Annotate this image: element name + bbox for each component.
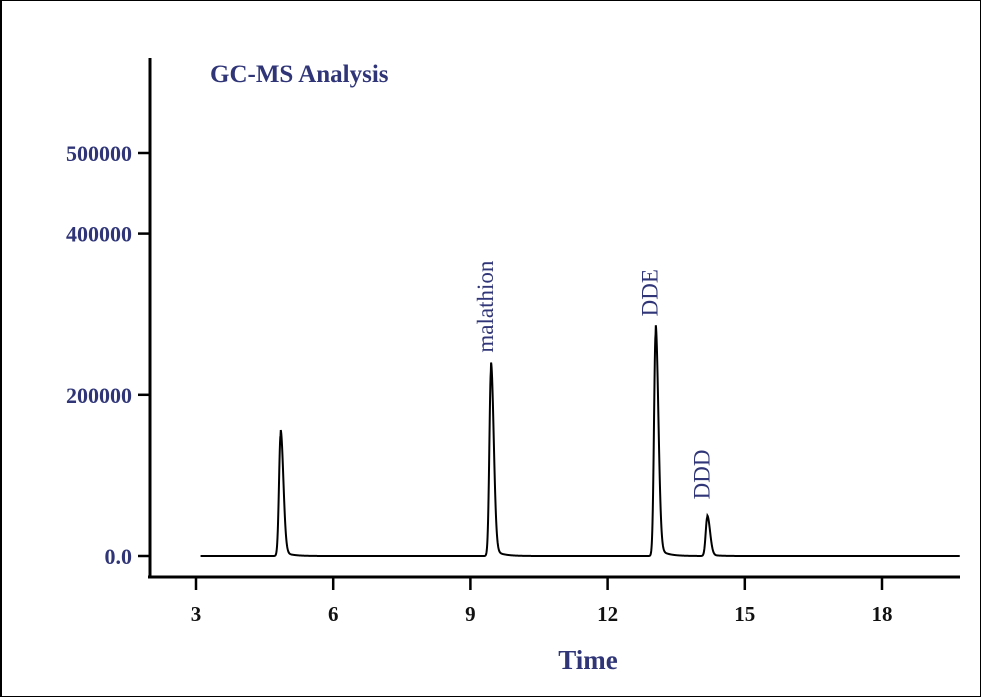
y-tick-label: 500000 (66, 141, 132, 166)
peak-label: DDD (689, 449, 714, 499)
x-tick-label: 15 (734, 602, 755, 626)
x-tick-label: 9 (465, 602, 476, 626)
chart-title: GC-MS Analysis (210, 61, 389, 88)
y-tick-label: 200000 (66, 383, 132, 408)
y-tick-label: 400000 (66, 222, 132, 247)
peak-labels: malathion DDE DDD (473, 260, 714, 499)
chromatogram-trace (200, 325, 960, 557)
x-tick-label: 12 (597, 602, 618, 626)
y-tick-label: 0.0 (105, 544, 133, 569)
x-tick-label: 3 (191, 602, 202, 626)
x-tick-label: 18 (872, 602, 893, 626)
x-axis-label: Time (558, 645, 618, 675)
peak-label: malathion (473, 260, 498, 352)
peak-label: DDE (638, 269, 663, 316)
x-tick-label: 6 (328, 602, 339, 626)
y-ticks: 0.0 200000 400000 500000 (66, 141, 150, 569)
x-ticks: 3 6 9 12 15 18 (191, 577, 893, 626)
